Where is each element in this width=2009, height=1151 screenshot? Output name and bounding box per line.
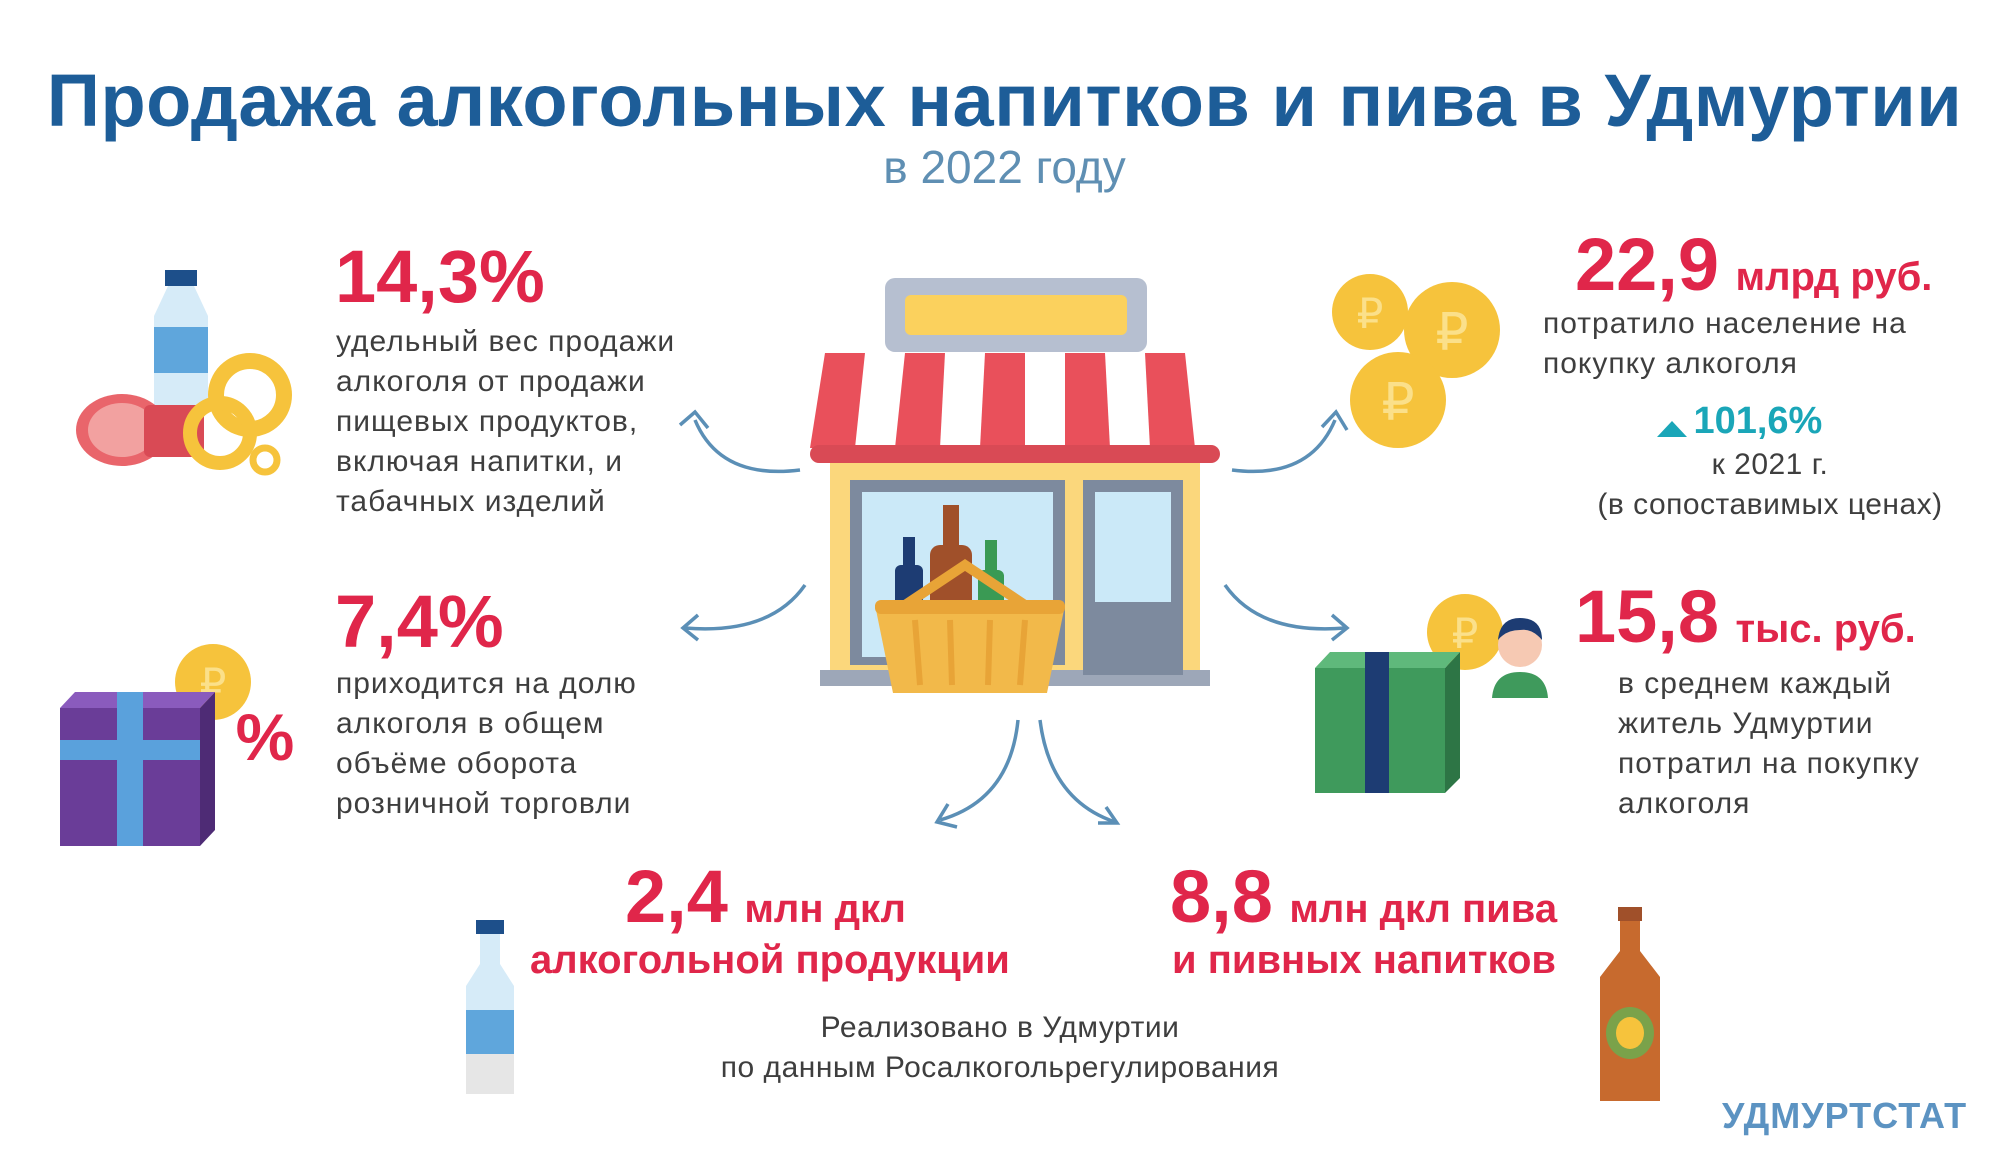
- groceries-icon: [76, 270, 292, 476]
- gift-person-icon: ₽: [1315, 594, 1548, 793]
- stat-per-capita-desc: в среднем каждый житель Удмуртии потрати…: [1618, 667, 1920, 820]
- brand-logo: УДМУРТСТАТ: [1722, 1095, 1968, 1136]
- page-subtitle: в 2022 году: [883, 141, 1126, 193]
- stat-per-capita-heading: 15,8 тыс. руб.: [1575, 580, 1916, 654]
- svg-text:%: %: [236, 700, 295, 774]
- stat-share-food-value: 14,3%: [335, 235, 545, 318]
- stat-beer-volume-unit2: и пивных напитков: [1172, 938, 1556, 982]
- page-title: Продажа алкогольных напитков и пива в Уд…: [46, 59, 1963, 142]
- triangle-up-icon: [1657, 420, 1687, 437]
- stat-spent-total-value: 22,9: [1575, 223, 1720, 306]
- svg-text:₽: ₽: [1452, 609, 1479, 658]
- vodka-bottle-icon: [466, 920, 514, 1094]
- stat-beer-volume-heading: 8,8 млн дкл пива: [1170, 860, 1557, 934]
- store-icon: [810, 278, 1220, 693]
- stat-alcohol-volume-unit2: алкогольной продукции: [530, 938, 1010, 982]
- stat-beer-volume-value: 8,8: [1170, 855, 1273, 938]
- stat-share-retail-value: 7,4%: [335, 580, 504, 663]
- stat-alcohol-volume-heading: 2,4 млн дкл: [625, 860, 906, 934]
- stat-share-retail-desc: приходится на долю алкоголя в общем объё…: [336, 667, 637, 820]
- stat-spent-total-desc: потратило население на покупку алкоголя: [1543, 307, 1907, 380]
- gift-percent-icon: ₽ %: [60, 644, 295, 846]
- stat-per-capita-value: 15,8: [1575, 575, 1720, 658]
- stat-beer-volume-unit: млн дкл пива: [1289, 887, 1558, 931]
- svg-text:₽: ₽: [1435, 303, 1468, 363]
- stat-spent-total-heading: 22,9 млрд руб.: [1575, 228, 1932, 302]
- svg-text:₽: ₽: [1381, 373, 1414, 433]
- stat-per-capita-unit: тыс. руб.: [1735, 607, 1916, 651]
- source-note: Реализовано в Удмуртии по данным Росалко…: [720, 1011, 1280, 1084]
- growth-note: к 2021 г. (в сопоставимых ценах): [1597, 448, 1943, 521]
- stat-alcohol-volume-value: 2,4: [625, 855, 728, 938]
- stat-share-food-desc: удельный вес продажи алкоголя от продажи…: [336, 325, 676, 518]
- beer-bottle-icon: [1600, 907, 1660, 1101]
- svg-text:₽: ₽: [1357, 289, 1384, 338]
- stat-spent-total-unit: млрд руб.: [1735, 255, 1933, 299]
- coins-icon: ₽ ₽ ₽: [1332, 274, 1500, 448]
- growth-value: 101,6%: [1693, 400, 1823, 442]
- stat-alcohol-volume-unit: млн дкл: [744, 887, 906, 931]
- growth-indicator: 101,6%: [1655, 400, 1822, 443]
